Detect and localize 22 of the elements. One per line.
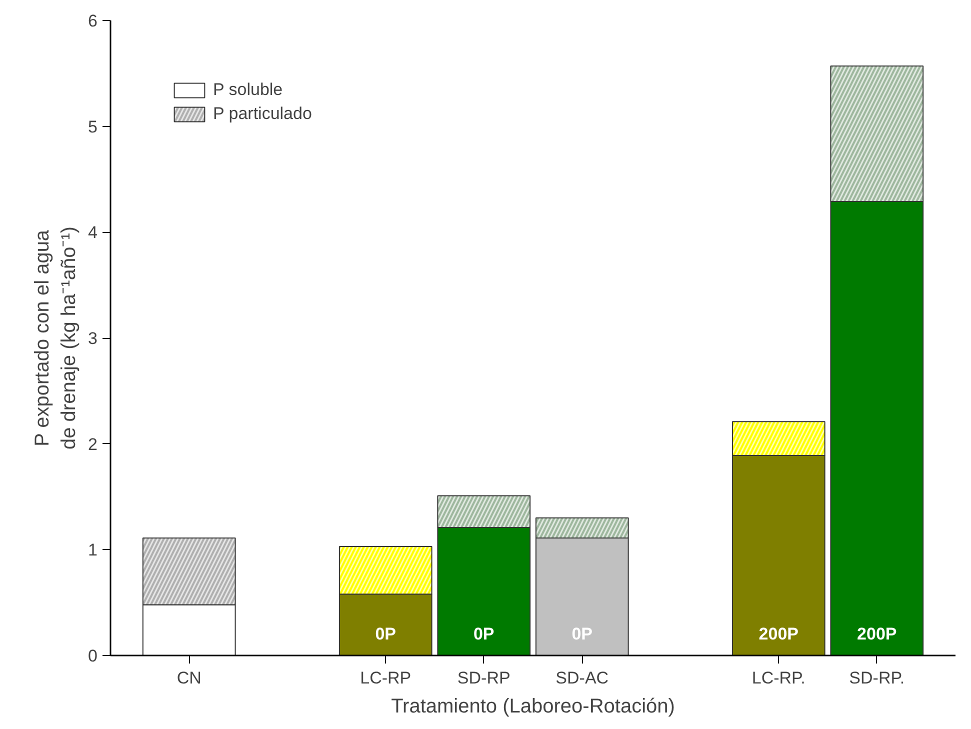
y-tick-label: 2 bbox=[88, 434, 98, 454]
y-tick-label: 4 bbox=[88, 223, 98, 242]
y-tick-label: 6 bbox=[88, 12, 98, 30]
y-axis-title: P exportado con el agua de drenaje (kg ha⁻¹año⁻¹) bbox=[32, 226, 80, 450]
annotation: 0P bbox=[572, 624, 593, 644]
y-tick-label: 5 bbox=[88, 117, 98, 136]
annotation: 0P bbox=[375, 624, 396, 644]
y-tick-label: 3 bbox=[88, 329, 98, 348]
y-tick-label: 0 bbox=[88, 646, 98, 666]
annotation: 200P bbox=[857, 624, 897, 644]
annotation: 0P bbox=[473, 624, 494, 644]
legend-label: P particulado bbox=[213, 104, 312, 124]
annotation: 200P bbox=[758, 624, 798, 644]
x-axis-title: Tratamiento (Laboreo-Rotación) bbox=[391, 696, 675, 718]
legend-label: P soluble bbox=[213, 80, 283, 100]
x-tick-label: SD-RP bbox=[457, 668, 510, 688]
x-tick-label: SD-AC bbox=[556, 668, 609, 688]
y-tick-label: 1 bbox=[88, 540, 98, 560]
x-tick-label: SD-RP. bbox=[849, 668, 905, 688]
x-tick-label: LC-RP bbox=[360, 668, 412, 688]
x-tick-label: CN bbox=[176, 668, 202, 688]
x-tick-label: LC-RP. bbox=[752, 668, 806, 688]
